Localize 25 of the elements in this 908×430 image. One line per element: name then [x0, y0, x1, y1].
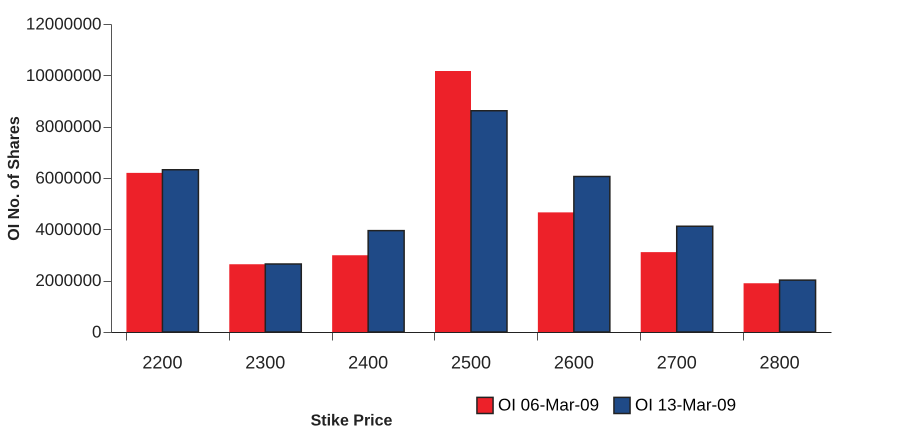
x-tick-label: 2600 — [554, 352, 594, 372]
bar — [126, 172, 162, 332]
x-tick-label: 2200 — [142, 352, 182, 372]
y-tick-label: 0 — [92, 322, 102, 342]
y-tick-label: 2000000 — [35, 271, 102, 290]
y-tick-label: 4000000 — [35, 220, 102, 239]
x-tick-label: 2400 — [348, 352, 388, 372]
bar — [744, 283, 780, 332]
bar — [640, 252, 677, 332]
bar — [332, 255, 368, 332]
bar — [435, 70, 471, 332]
x-tick-label: 2500 — [450, 352, 492, 372]
legend-label: OI 06-Mar-09 — [498, 395, 600, 414]
x-axis-title: Stike Price — [310, 412, 393, 430]
y-axis-title: OI No. of Shares — [6, 116, 23, 241]
legend-label: OI 13-Mar-09 — [635, 395, 736, 414]
x-tick-label: 2700 — [656, 352, 697, 372]
y-tick-label: 6000000 — [35, 168, 102, 188]
bar — [538, 212, 574, 332]
bar — [229, 264, 266, 332]
x-tick-label: 2300 — [245, 352, 286, 372]
x-tick-label: 2800 — [760, 352, 800, 372]
y-tick-label: 12000000 — [26, 14, 102, 34]
y-tick-label: 10000000 — [26, 66, 102, 85]
y-tick-label: 8000000 — [35, 117, 102, 136]
